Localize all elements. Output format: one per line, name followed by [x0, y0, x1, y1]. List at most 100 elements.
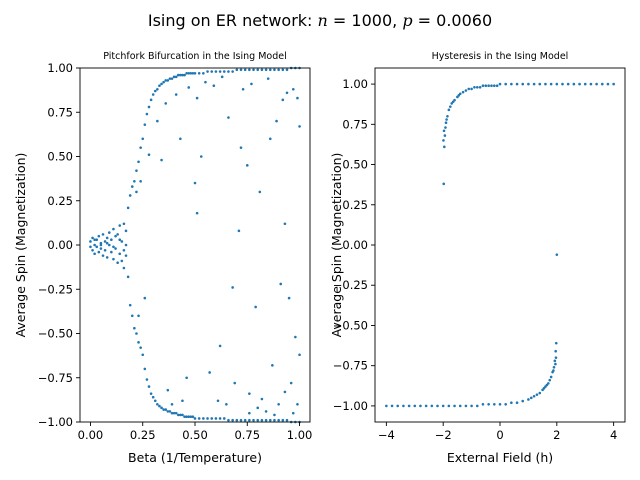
data-point: [137, 341, 140, 344]
data-point: [237, 229, 241, 233]
y-axis-label: Average Spin (Magnetization): [13, 153, 28, 338]
data-point: [147, 153, 151, 157]
data-point: [475, 404, 479, 408]
data-point: [174, 93, 178, 96]
x-tick-label: 4: [610, 428, 617, 442]
data-point: [101, 254, 105, 257]
data-point: [120, 259, 124, 263]
data-point: [133, 179, 136, 183]
data-point: [419, 404, 422, 408]
data-point: [277, 418, 280, 422]
data-point: [227, 70, 230, 73]
data-point: [143, 296, 147, 300]
data-point: [124, 254, 128, 257]
data-point: [273, 413, 276, 417]
data-point: [164, 408, 168, 411]
data-point: [124, 229, 128, 233]
data-point: [147, 105, 151, 109]
data-point: [396, 404, 400, 408]
data-point: [441, 404, 445, 408]
data-point: [273, 418, 276, 422]
data-point: [222, 417, 226, 420]
x-tick-label: 2: [553, 428, 560, 442]
data-point: [239, 68, 243, 72]
data-point: [118, 252, 122, 256]
data-point: [298, 125, 301, 128]
data-point: [538, 82, 542, 86]
data-point: [256, 68, 260, 72]
y-tick-label: 0.50: [47, 150, 73, 164]
data-point: [220, 75, 224, 79]
data-point: [95, 245, 99, 249]
data-point: [103, 240, 107, 243]
data-point: [110, 238, 113, 241]
data-point: [283, 390, 287, 394]
data-point: [183, 73, 186, 77]
data-point: [191, 415, 195, 418]
data-point: [212, 84, 216, 87]
data-point: [214, 70, 218, 73]
data-point: [231, 418, 234, 422]
data-point: [268, 418, 272, 422]
data-point: [555, 82, 559, 86]
data-point: [156, 119, 159, 123]
x-tick-label: 1.00: [287, 428, 313, 442]
suptitle-n: n: [318, 11, 328, 30]
data-point: [442, 139, 445, 142]
data-point: [443, 145, 446, 149]
data-point: [555, 253, 559, 256]
data-point: [174, 75, 178, 79]
data-point: [464, 89, 468, 92]
data-point: [250, 82, 253, 86]
data-point: [442, 129, 446, 133]
data-point: [89, 240, 92, 243]
data-point: [170, 403, 174, 406]
data-point: [99, 247, 103, 250]
data-point: [279, 282, 283, 286]
data-point: [458, 404, 462, 408]
data-point: [166, 79, 170, 82]
data-point: [470, 404, 473, 408]
data-point: [185, 376, 188, 380]
data-point: [145, 378, 149, 381]
data-point: [107, 231, 111, 234]
data-point: [239, 418, 243, 422]
suptitle-n-value: = 1000,: [328, 11, 402, 30]
data-point: [554, 356, 558, 359]
data-point: [566, 82, 570, 86]
data-point: [256, 406, 260, 410]
data-point: [535, 393, 539, 396]
data-point: [478, 86, 482, 89]
data-point: [179, 413, 182, 417]
data-point: [583, 82, 587, 86]
data-point: [291, 411, 295, 415]
data-point: [103, 249, 107, 252]
data-point: [544, 82, 547, 86]
data-point: [139, 179, 142, 183]
data-point: [554, 341, 558, 345]
data-point: [135, 190, 138, 194]
data-point: [89, 245, 92, 249]
data-point: [260, 397, 264, 401]
data-point: [595, 82, 598, 86]
data-point: [189, 415, 193, 418]
data-point: [264, 68, 268, 72]
data-point: [137, 314, 140, 318]
data-point: [105, 241, 109, 245]
data-point: [532, 394, 536, 398]
data-point: [457, 94, 461, 97]
data-point: [156, 403, 159, 406]
data-point: [130, 314, 134, 318]
data-point: [264, 410, 268, 413]
data-point: [430, 404, 434, 408]
y-tick-label: −0.75: [38, 371, 73, 385]
data-point: [187, 415, 191, 418]
data-point: [206, 70, 209, 73]
data-point: [402, 404, 405, 408]
data-point: [521, 399, 525, 403]
data-point: [197, 72, 201, 75]
y-tick-label: 0.75: [47, 105, 73, 119]
data-point: [202, 417, 205, 420]
